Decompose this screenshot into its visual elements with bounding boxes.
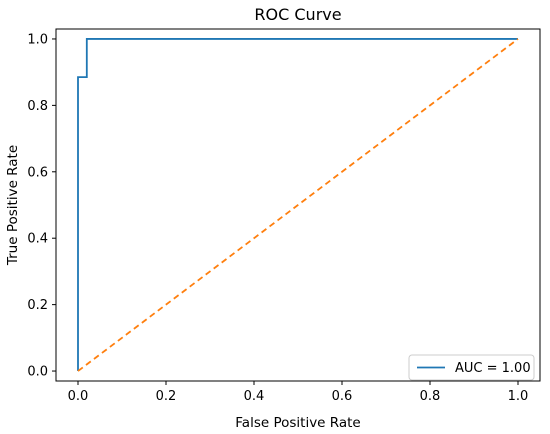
- y-tick-label: 0.2: [27, 298, 48, 313]
- x-tick-label: 0.8: [420, 389, 441, 404]
- x-axis-title: False Positive Rate: [235, 415, 360, 431]
- y-tick-label: 0.0: [27, 365, 48, 380]
- chance-diagonal-line: [77, 38, 519, 372]
- x-axis-ticks: 0.0 0.2 0.4 0.6 0.8 1.0: [68, 381, 529, 404]
- x-tick-label: 0.4: [244, 389, 265, 404]
- y-axis-title: True Positive Rate: [5, 145, 21, 266]
- x-tick-label: 0.0: [68, 389, 89, 404]
- plot-area: 0.0 0.2 0.4 0.6 0.8 1.0 0.0 0.2 0.4 0.6 0.8 1.0: [27, 28, 541, 404]
- y-axis-ticks: 0.0 0.2 0.4 0.6 0.8 1.0: [27, 32, 56, 380]
- series-layer: [77, 38, 519, 372]
- legend-label: AUC = 1.00: [455, 361, 531, 376]
- legend-box: [408, 354, 535, 381]
- y-tick-label: 0.8: [27, 99, 48, 114]
- x-tick-label: 0.2: [156, 389, 177, 404]
- legend: AUC = 1.00: [408, 354, 535, 381]
- chart-title: ROC Curve: [254, 5, 341, 24]
- x-tick-label: 0.6: [332, 389, 353, 404]
- x-tick-label: 1.0: [508, 389, 529, 404]
- roc-curve-line: [77, 38, 518, 372]
- y-tick-label: 0.4: [27, 232, 48, 247]
- plot-frame: [55, 28, 541, 382]
- y-tick-label: 0.6: [27, 165, 48, 180]
- y-tick-label: 1.0: [27, 32, 48, 47]
